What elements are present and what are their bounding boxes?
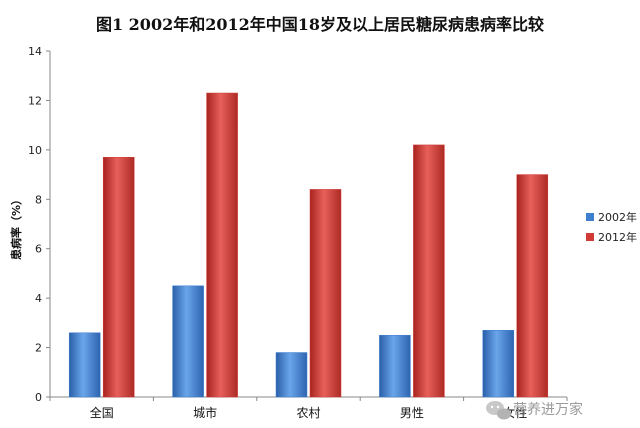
legend: 2002年 2012年 xyxy=(586,210,637,244)
legend-swatch-0 xyxy=(586,213,594,221)
y-tick-label: 14 xyxy=(28,45,42,58)
bar-2002-2 xyxy=(275,352,308,398)
legend-swatch-1 xyxy=(586,233,594,241)
bar-2002-3 xyxy=(379,334,411,398)
y-tick-label: 12 xyxy=(28,94,42,107)
y-tick-label: 2 xyxy=(35,342,42,355)
y-tick-label: 8 xyxy=(35,193,42,206)
wechat-icon xyxy=(486,401,511,420)
y-tick-label: 10 xyxy=(28,144,42,157)
y-tick-label: 6 xyxy=(35,243,42,256)
bar-2012-1 xyxy=(206,92,238,398)
bar-2012-2 xyxy=(309,189,342,398)
x-tick-label: 城市 xyxy=(193,405,217,420)
chart-title: 图1 2002年和2012年中国18岁及以上居民糖尿病患病率比较 xyxy=(96,15,544,34)
x-tick-label: 农村 xyxy=(296,406,320,420)
bar-2012-3 xyxy=(413,144,445,398)
y-tick-label: 4 xyxy=(35,292,42,305)
bar-2002-4 xyxy=(482,330,515,398)
bars xyxy=(68,92,549,398)
watermark: 营养进万家 xyxy=(486,401,583,420)
x-tick-label: 全国 xyxy=(90,405,114,420)
watermark-text: 营养进万家 xyxy=(513,401,583,418)
bar-2002-1 xyxy=(172,285,204,398)
bar-2012-0 xyxy=(102,157,135,398)
x-tick-label: 男性 xyxy=(400,406,424,420)
bar-2002-0 xyxy=(68,332,101,398)
y-axis-label: 患病率（%） xyxy=(9,194,23,260)
legend-label-0: 2002年 xyxy=(598,210,637,224)
bar-2012-4 xyxy=(516,174,549,398)
y-tick-label: 0 xyxy=(35,391,42,404)
legend-label-1: 2012年 xyxy=(598,230,637,244)
